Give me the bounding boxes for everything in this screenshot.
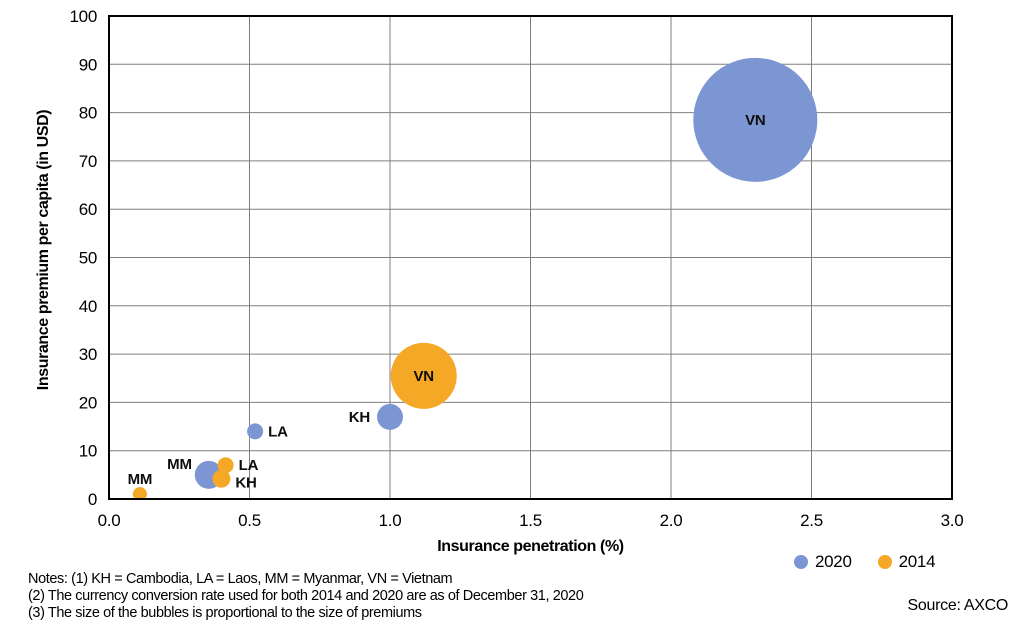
legend-label: 2020 (815, 552, 852, 571)
bubble-label-KH-2014: KH (235, 475, 256, 492)
x-tick-label: 0.5 (238, 511, 261, 530)
gridlines (109, 16, 952, 499)
bubble-MM-2014 (132, 487, 147, 499)
x-tick-label: 1.0 (379, 511, 402, 530)
bubble-LA-2020 (247, 423, 264, 440)
bubble-label-MM-2014: MM (128, 471, 153, 488)
note-line: Notes: (1) KH = Cambodia, LA = Laos, MM … (28, 571, 453, 587)
x-tick-label: 3.0 (941, 511, 964, 530)
y-tick-label: 30 (79, 345, 97, 364)
bubble-label-VN-2020: VN (745, 112, 765, 129)
bubble-VN-2014 (390, 342, 457, 409)
bubble-series-group (132, 57, 818, 499)
bubble-label-MM-2020: MM (167, 456, 192, 473)
y-tick-label: 80 (79, 104, 97, 123)
legend-label: 2014 (898, 552, 936, 571)
x-tick-label: 0.0 (98, 511, 121, 530)
legend-marker-icon (794, 555, 808, 569)
y-tick-label: 70 (79, 152, 97, 171)
x-tick-label: 1.5 (519, 511, 542, 530)
bubble-label-LA-2020: LA (268, 423, 288, 440)
x-tick-label: 2.5 (800, 511, 823, 530)
x-axis-title: Insurance penetration (%) (437, 538, 624, 555)
bubble-label-KH-2020: KH (349, 409, 370, 426)
tick-labels: 0.0 0.5 1.0 1.5 2.0 2.5 3.0 0 10 20 30 40 50 60 70 80 90… (70, 7, 964, 530)
y-tick-label: 100 (70, 7, 97, 26)
legend-marker-icon (877, 555, 892, 569)
plot-border (108, 15, 953, 500)
legend-item-2014: 2014 (877, 552, 936, 572)
y-tick-label: 60 (79, 200, 97, 219)
legend: 2020 2014 (794, 552, 936, 572)
y-tick-label: 40 (79, 297, 97, 316)
note-line: (3) The size of the bubbles is proportio… (28, 605, 422, 621)
legend-item-2020: 2020 (794, 552, 852, 572)
bubble-VN-2020 (693, 57, 818, 182)
bubble-label-LA-2014: LA (239, 457, 259, 474)
bubble-LA-2014 (217, 457, 234, 474)
y-tick-label: 20 (79, 393, 97, 412)
bubble-KH-2020 (377, 403, 403, 430)
note-line: (2) The currency conversion rate used fo… (28, 588, 584, 604)
y-tick-label: 0 (88, 490, 97, 509)
x-tick-label: 2.0 (660, 511, 683, 530)
source-credit: Source: AXCO (907, 597, 1009, 614)
y-axis-title: Insurance premium per capita (in USD) (35, 109, 52, 391)
y-tick-label: 90 (79, 55, 97, 74)
y-tick-label: 10 (79, 442, 97, 461)
notes: Notes: (1) KH = Cambodia, LA = Laos, MM … (28, 571, 584, 622)
bubble-KH-2014 (212, 469, 231, 488)
bubble-label-VN-2014: VN (414, 368, 434, 385)
y-tick-label: 50 (79, 249, 97, 268)
